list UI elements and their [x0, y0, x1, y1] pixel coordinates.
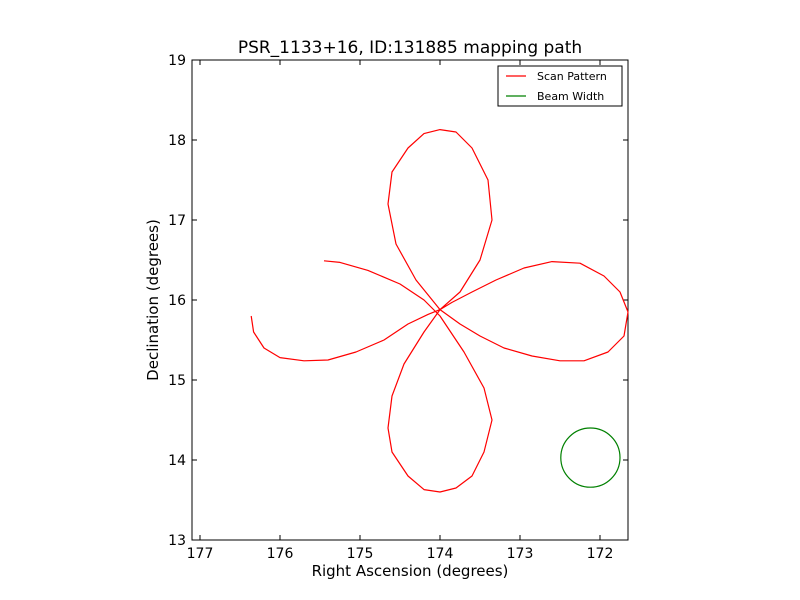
legend-label-scan-pattern: Scan Pattern: [537, 70, 607, 83]
y-tick-label: 18: [168, 133, 186, 149]
x-tick-label: 177: [187, 546, 214, 562]
legend-box: [497, 65, 623, 107]
legend: Scan Pattern Beam Width: [497, 65, 623, 107]
x-tick-label: 176: [267, 546, 294, 562]
y-axis-label: Declination (degrees): [144, 219, 162, 381]
y-tick-label: 16: [168, 293, 186, 309]
x-tick-label: 172: [587, 546, 614, 562]
y-tick-label: 13: [168, 533, 186, 549]
x-tick-label: 175: [347, 546, 374, 562]
y-tick-label: 19: [168, 53, 186, 69]
plot-area: 177 176 175 174 173 172 13 14 15 16 17 18 19: [168, 53, 629, 562]
legend-label-beam-width: Beam Width: [537, 90, 604, 103]
beam-width-circle: [560, 427, 621, 488]
x-tick-label: 174: [427, 546, 454, 562]
x-tick-label: 173: [507, 546, 534, 562]
y-tick-label: 14: [168, 453, 186, 469]
axes-frame: [191, 59, 629, 541]
x-axis-ticks: 177 176 175 174 173 172: [187, 60, 614, 562]
y-tick-label: 17: [168, 213, 186, 229]
y-axis-ticks: 13 14 15 16 17 18 19: [168, 53, 628, 549]
y-tick-label: 15: [168, 373, 186, 389]
scan-pattern-line: [250, 129, 629, 493]
x-axis-label: Right Ascension (degrees): [312, 562, 509, 580]
chart-title: PSR_1133+16, ID:131885 mapping path: [238, 38, 582, 58]
series-group: [250, 129, 629, 493]
